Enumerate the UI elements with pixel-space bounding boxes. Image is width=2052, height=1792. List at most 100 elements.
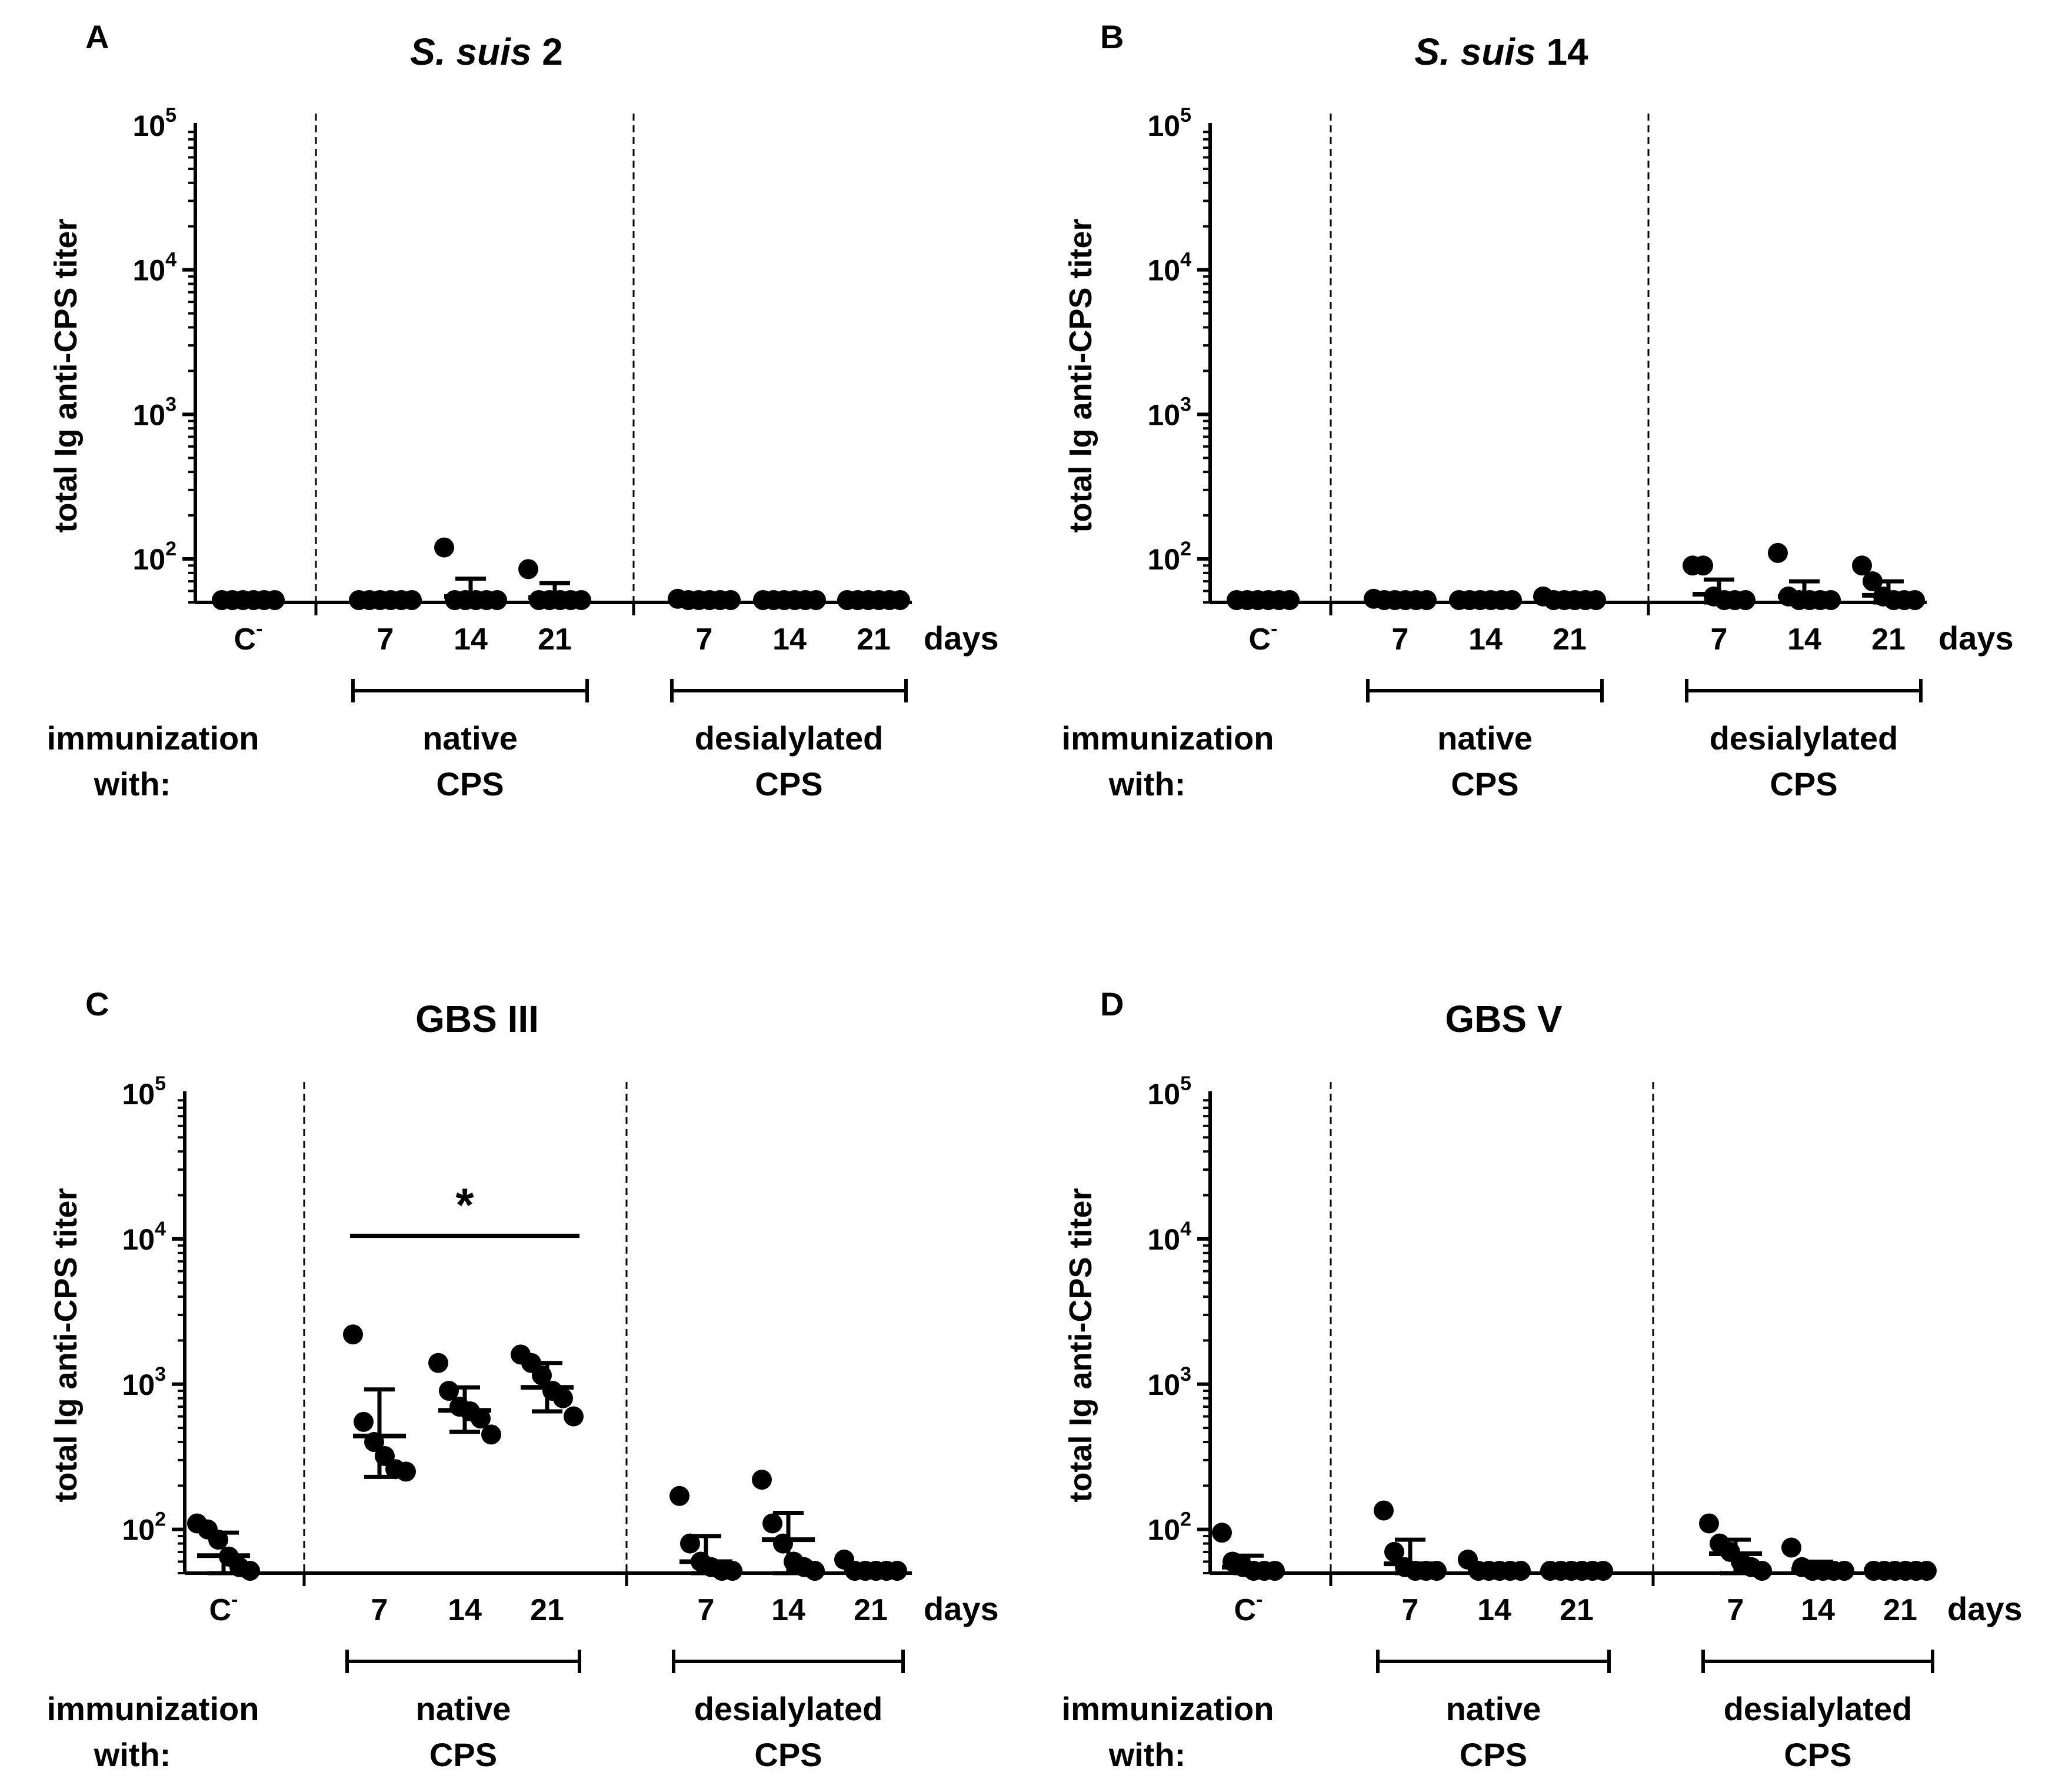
series-native-14 [428,1353,501,1445]
group-label-line2: CPS [1784,1736,1851,1773]
y-tick-base: 10 [132,254,165,287]
y-tick-base: 10 [1147,543,1180,576]
series-desialylated-7 [669,1485,742,1581]
series-desialylated-14 [752,1470,825,1581]
control-label-sup: - [231,1588,238,1611]
x-tick-label-day: 7 [696,622,713,657]
group-label-line1: desialylated [1724,1690,1913,1727]
panel-title-italic: S. suis [1414,31,1546,73]
data-point [1699,1513,1719,1534]
y-tick-label: 104 [1147,249,1191,287]
y-tick-base: 10 [132,398,165,431]
series-native-7 [349,590,422,610]
group-label-line2: CPS [754,1736,822,1773]
x-tick-label-control: C- [1249,618,1278,657]
data-point [1384,1541,1404,1562]
series-c- [187,1513,260,1581]
x-tick-label-day: 7 [698,1593,715,1627]
immunization-label-line2: with: [94,1736,171,1773]
panel-title: S. suis 14 [1414,31,1588,73]
group-label-line1: native [1446,1690,1541,1727]
y-tick-exponent: 5 [155,1072,166,1095]
x-tick-label-day: 21 [538,622,572,657]
x-tick-label-day: 7 [1392,622,1409,657]
series-desialylated-14 [753,590,826,610]
data-point [1781,1537,1801,1558]
x-tick-label-day: 21 [857,622,891,657]
data-point [1752,1561,1772,1581]
immunization-label-line1: immunization [47,720,259,757]
group-label-line1: native [1437,720,1533,757]
x-tick-label-day: 14 [448,1593,482,1627]
x-unit-label: days [924,1590,999,1627]
series-native-7 [1374,1500,1447,1581]
x-tick-label-day: 21 [1560,1593,1594,1627]
group-label-line1: desialylated [1710,720,1898,757]
y-axis-label: total Ig anti-CPS titer [1063,218,1098,532]
series-desialylated-21 [837,590,910,610]
y-tick-exponent: 4 [1180,1218,1191,1240]
x-tick-label-control: C- [209,1588,238,1627]
y-tick-label: 105 [1147,104,1191,142]
series-desialylated-7 [1699,1513,1772,1581]
x-tick-label-control: C- [1234,1588,1263,1627]
y-tick-base: 10 [122,1368,155,1401]
y-tick-label: 103 [122,1363,166,1401]
y-tick-exponent: 3 [1180,1363,1191,1385]
y-axis-label: total Ig anti-CPS titer [1063,1188,1098,1502]
data-point [1693,555,1713,576]
series-native-21 [518,559,591,610]
x-tick-label-day: 21 [530,1593,564,1627]
x-tick-label-day: 21 [1883,1593,1917,1627]
data-point [1863,571,1883,592]
data-point [1852,555,1872,576]
group-label-line2: CPS [1451,765,1518,802]
panel-letter: D [1100,985,1124,1022]
x-tick-label-control: C- [234,618,263,657]
y-axis-label: total Ig anti-CPS titer [48,1188,84,1502]
y-tick-base: 10 [122,1078,155,1111]
series-native-14 [1458,1549,1531,1581]
y-tick-base: 10 [132,543,165,576]
x-tick-label-day: 14 [1477,1593,1511,1627]
immunization-label-line1: immunization [1062,1690,1274,1727]
y-tick-exponent: 2 [1180,538,1191,560]
y-tick-label: 103 [1147,393,1191,431]
series-c- [212,590,285,610]
y-tick-label: 102 [1147,538,1191,576]
y-tick-base: 10 [1147,1368,1180,1401]
y-tick-exponent: 2 [155,1508,166,1531]
series-desialylated-21 [834,1549,907,1581]
x-tick-label-day: 7 [1727,1593,1744,1627]
immunization-label-line1: immunization [47,1690,259,1727]
y-tick-exponent: 4 [1180,249,1191,271]
x-tick-label-day: 21 [1871,622,1906,657]
data-point [722,1561,742,1581]
x-tick-label-day: 7 [1711,622,1728,657]
x-tick-label-day: 14 [1801,1593,1835,1627]
immunization-label-line2: with: [1108,1736,1186,1773]
group-label-line1: native [422,720,518,757]
significance-star: * [455,1179,474,1231]
x-unit-label: days [1947,1590,2023,1627]
y-tick-base: 10 [122,1223,155,1256]
series-native-14 [1449,590,1522,610]
series-native-21 [511,1344,584,1427]
y-tick-label: 103 [132,393,176,431]
series-desialylated-14 [1781,1537,1854,1581]
y-axis-label: total Ig anti-CPS titer [48,218,84,532]
control-label-sup: - [256,618,262,640]
y-tick-label: 102 [1147,1508,1191,1547]
series-desialylated-21 [1852,555,1925,610]
control-label-sup: - [1256,1588,1262,1611]
group-label-line2: CPS [436,765,504,802]
control-label-sup: - [1271,618,1277,640]
control-label-base: C [1234,1593,1257,1627]
y-tick-exponent: 2 [1180,1508,1191,1531]
data-point [669,1485,689,1506]
series-desialylated-21 [1864,1561,1937,1581]
panel-letter: C [85,985,109,1022]
y-tick-base: 10 [1147,109,1180,142]
